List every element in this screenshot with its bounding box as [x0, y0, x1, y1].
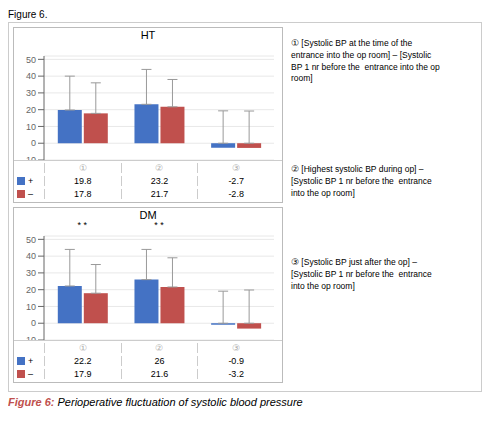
svg-text:* *: * * [154, 222, 164, 230]
html-text:②: ② [155, 342, 164, 353]
svg-text:-10: -10 [23, 335, 36, 340]
svg-text:20: 20 [26, 285, 36, 295]
html-text:DM: DM [139, 209, 157, 221]
html-text:-2.8: -2.8 [228, 188, 244, 199]
html-text:21.7: 21.7 [150, 188, 169, 199]
html-text:① [Systolic BP at the time of: ① [Systolic BP at the time of the entran… [291, 37, 440, 84]
html-text:①: ① [78, 342, 87, 353]
html-text:③: ③ [232, 342, 241, 353]
svg-text:30: 30 [26, 268, 36, 278]
html-text:21.6: 21.6 [150, 368, 169, 379]
svg-text:50: 50 [26, 55, 36, 65]
html-text:-2.7: -2.7 [228, 175, 244, 186]
html-text:HT: HT [140, 29, 156, 41]
svg-text:30: 30 [26, 88, 36, 98]
html-text:Figure 6.: Figure 6. [8, 9, 48, 20]
html-text:19.8: 19.8 [74, 175, 92, 186]
svg-text:10: 10 [26, 302, 36, 312]
html-text:①: ① [78, 162, 87, 173]
html-text:-0.9: -0.9 [228, 355, 244, 366]
svg-text:-10: -10 [23, 155, 36, 160]
svg-text:40: 40 [26, 251, 36, 261]
svg-text:50: 50 [26, 235, 36, 245]
html-text:23.2: 23.2 [150, 175, 169, 186]
html-text:②: ② [155, 162, 164, 173]
svg-text:40: 40 [26, 71, 36, 81]
svg-text:* *: * * [78, 222, 88, 230]
html-text:17.9: 17.9 [74, 368, 92, 379]
html-text:-3.2: -3.2 [228, 368, 244, 379]
html-text:17.8: 17.8 [74, 188, 92, 199]
html-text:22.2: 22.2 [74, 355, 92, 366]
html-text:26: 26 [154, 355, 165, 366]
svg-text:20: 20 [26, 105, 36, 115]
html-text:Figure 6: Perioperative fluctu: Figure 6: Perioperative fluctuation of s… [8, 396, 303, 408]
html-text:③ [Systolic BP just after the: ③ [Systolic BP just after the op] – [Sys… [291, 257, 432, 292]
svg-text:0: 0 [31, 138, 36, 148]
svg-text:0: 0 [31, 318, 36, 328]
svg-text:10: 10 [26, 122, 36, 132]
html-text:② [Highest systolic BP during: ② [Highest systolic BP during op] – [Sys… [291, 163, 432, 198]
html-text:③: ③ [232, 162, 241, 173]
